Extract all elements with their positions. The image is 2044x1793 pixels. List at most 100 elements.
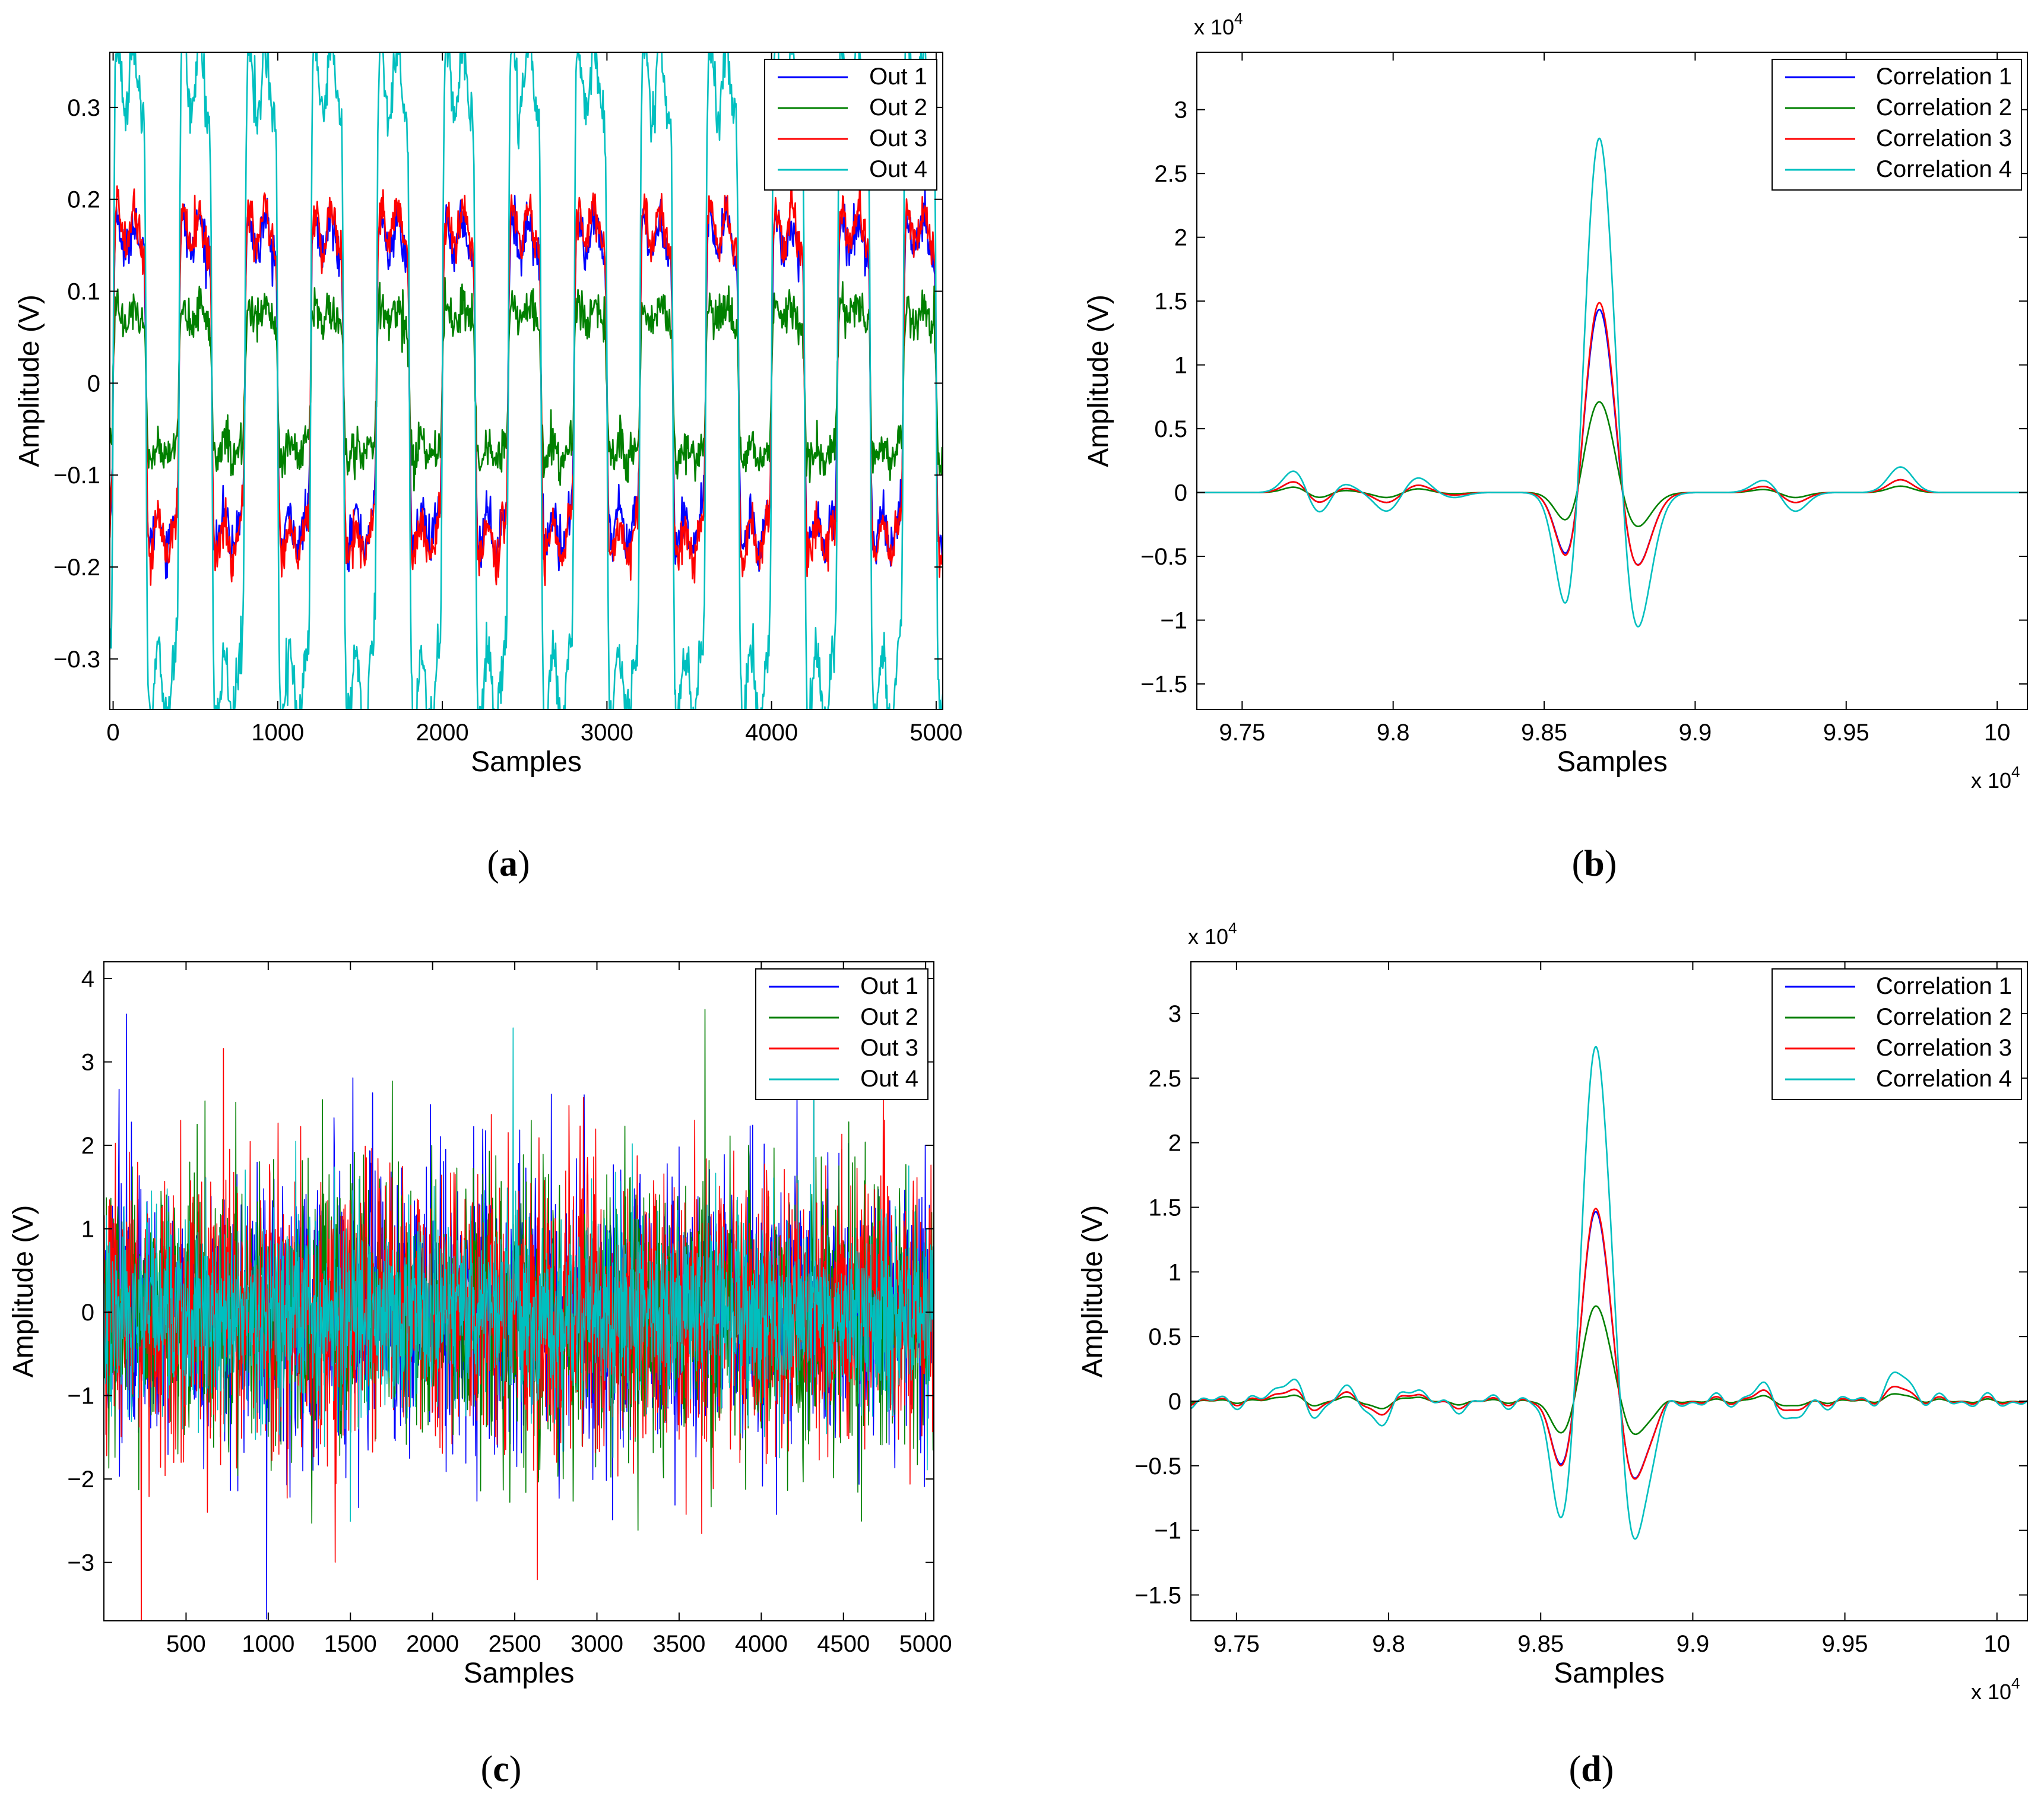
series-line-3 bbox=[1197, 302, 2027, 566]
x-tick-label: 0 bbox=[106, 720, 119, 746]
y-tick-label: 1 bbox=[1168, 1259, 1181, 1285]
x-tick-label: 2000 bbox=[406, 1631, 459, 1657]
y-tick-label: −0.5 bbox=[1140, 544, 1187, 570]
y-tick-label: 0 bbox=[87, 370, 100, 397]
x-tick-label: 9.9 bbox=[1677, 1631, 1710, 1657]
y-tick-label: −3 bbox=[67, 1550, 94, 1576]
legend-label-2: Correlation 2 bbox=[1876, 94, 2012, 121]
y-tick-label: 1.5 bbox=[1148, 1195, 1181, 1221]
x-axis-label: Samples bbox=[464, 1658, 575, 1689]
legend: Out 1 Out 2 Out 3 Out 4 bbox=[764, 59, 937, 191]
x-tick-label: 2000 bbox=[416, 720, 469, 746]
x-tick-label: 1000 bbox=[242, 1631, 294, 1657]
y-tick-label: −2 bbox=[67, 1466, 94, 1493]
x-tick-label: 3500 bbox=[652, 1631, 705, 1657]
y-tick-label: 3 bbox=[1174, 97, 1187, 123]
x-tick-label: 9.9 bbox=[1679, 720, 1712, 746]
x-tick-label: 9.95 bbox=[1822, 1631, 1868, 1657]
legend-label-4: Out 4 bbox=[869, 156, 927, 182]
x-tick-label: 4500 bbox=[817, 1631, 870, 1657]
y-tick-label: 4 bbox=[81, 966, 94, 992]
plot-area-d bbox=[1191, 1046, 2027, 1540]
x-tick-label: 4000 bbox=[745, 720, 798, 746]
x-tick-label: 3000 bbox=[581, 720, 633, 746]
series-line-4 bbox=[1197, 137, 2027, 628]
y-tick-label: 0.3 bbox=[67, 95, 100, 121]
x-tick-label: 5000 bbox=[899, 1631, 952, 1657]
legend-label-3: Correlation 3 bbox=[1876, 125, 2012, 151]
plot-area-a bbox=[110, 52, 943, 709]
x-tick-label: 1500 bbox=[324, 1631, 377, 1657]
y-tick-label: −0.2 bbox=[53, 555, 100, 581]
plot-area-b bbox=[1197, 137, 2027, 628]
x-tick-label: 5000 bbox=[909, 720, 962, 746]
y-tick-label: 0 bbox=[81, 1300, 94, 1326]
x-axis-label: Samples bbox=[1554, 1658, 1665, 1689]
panel-c: 500 1000 1500 2000 2500 3000 3500 4000 4500 5000 −… bbox=[8, 961, 952, 1789]
y-axis-multiplier-exponent: 4 bbox=[1234, 9, 1243, 27]
y-axis-label: Amplitude (V) bbox=[8, 1205, 39, 1378]
legend-label-2: Out 2 bbox=[869, 94, 927, 121]
x-tick-label: 500 bbox=[166, 1631, 206, 1657]
panel-label: (b) bbox=[1572, 844, 1617, 884]
legend-label-3: Out 3 bbox=[860, 1035, 918, 1061]
x-tick-label: 3000 bbox=[571, 1631, 623, 1657]
axes-frame bbox=[103, 961, 934, 1621]
y-axis-multiplier: x 104 bbox=[1194, 9, 1243, 39]
y-axis-multiplier: x 104 bbox=[1188, 919, 1237, 949]
x-tick-label: 10 bbox=[1984, 720, 2011, 746]
legend-label-1: Out 1 bbox=[869, 64, 927, 90]
y-tick-label: −0.5 bbox=[1135, 1453, 1181, 1480]
panel-a: 0 1000 2000 3000 4000 5000 −0.3 −0.2 −0.1 0 0.1 0.2… bbox=[14, 52, 962, 884]
panel-label: (d) bbox=[1569, 1749, 1614, 1789]
legend-label-2: Correlation 2 bbox=[1876, 1004, 2012, 1030]
x-axis-label: Samples bbox=[471, 746, 582, 778]
legend-label-3: Correlation 3 bbox=[1876, 1035, 2012, 1061]
x-tick-label: 10 bbox=[1984, 1631, 2011, 1657]
legend-label-4: Correlation 4 bbox=[1876, 1066, 2012, 1092]
y-tick-label: 2 bbox=[1168, 1130, 1181, 1157]
y-axis-label: Amplitude (V) bbox=[1083, 294, 1114, 467]
legend-label-4: Out 4 bbox=[860, 1066, 918, 1092]
y-tick-label: 2 bbox=[1174, 225, 1187, 251]
x-tick-label: 9.95 bbox=[1823, 720, 1869, 746]
y-tick-label: −1 bbox=[1160, 608, 1187, 634]
series-line-2 bbox=[1197, 401, 2027, 527]
y-tick-label: −1 bbox=[67, 1383, 94, 1409]
y-tick-label: −1 bbox=[1154, 1518, 1181, 1544]
x-tick-label: 2500 bbox=[489, 1631, 541, 1657]
y-tick-label: 1 bbox=[81, 1217, 94, 1243]
y-tick-label: 2.5 bbox=[1148, 1066, 1181, 1092]
x-tick-label: 4000 bbox=[735, 1631, 788, 1657]
legend: Correlation 1 Correlation 2 Correlation 3 C… bbox=[1772, 968, 2022, 1100]
y-tick-label: 2.5 bbox=[1154, 161, 1187, 187]
x-axis-label: Samples bbox=[1557, 746, 1668, 778]
y-tick-label: 3 bbox=[81, 1050, 94, 1076]
y-tick-label: 0 bbox=[1174, 480, 1187, 506]
y-tick-label: 2 bbox=[81, 1133, 94, 1159]
panel-d: 9.75 9.8 9.85 9.9 9.95 10 −1.5 −1 −0.5 0 0.5 1 1.5 2 2… bbox=[1077, 919, 2028, 1789]
legend-label-4: Correlation 4 bbox=[1876, 156, 2012, 182]
x-tick-label: 9.75 bbox=[1213, 1631, 1260, 1657]
y-tick-label: −0.1 bbox=[53, 462, 100, 489]
x-tick-label: 9.75 bbox=[1219, 720, 1265, 746]
panel-label: (c) bbox=[481, 1749, 522, 1789]
x-tick-label: 1000 bbox=[251, 720, 304, 746]
legend-box bbox=[755, 968, 928, 1100]
series-line-2 bbox=[1191, 1305, 2027, 1436]
legend: Out 1 Out 2 Out 3 Out 4 bbox=[755, 968, 928, 1100]
y-tick-label: 3 bbox=[1168, 1001, 1181, 1027]
series-line-4 bbox=[110, 52, 943, 709]
x-tick-label: 9.85 bbox=[1517, 1631, 1564, 1657]
legend-label-1: Correlation 1 bbox=[1876, 973, 2012, 999]
axes-frame bbox=[1196, 52, 2028, 710]
y-tick-label: −1.5 bbox=[1135, 1582, 1181, 1608]
legend-box bbox=[1772, 59, 2022, 191]
axes-frame bbox=[109, 52, 943, 710]
plot-area-c bbox=[104, 1009, 934, 1621]
x-axis-multiplier-exponent: 4 bbox=[2011, 1674, 2020, 1692]
legend-label-1: Correlation 1 bbox=[1876, 64, 2012, 90]
series-line-4 bbox=[1191, 1046, 2027, 1540]
y-tick-label: 0.5 bbox=[1154, 416, 1187, 442]
y-tick-label: −0.3 bbox=[53, 647, 100, 673]
